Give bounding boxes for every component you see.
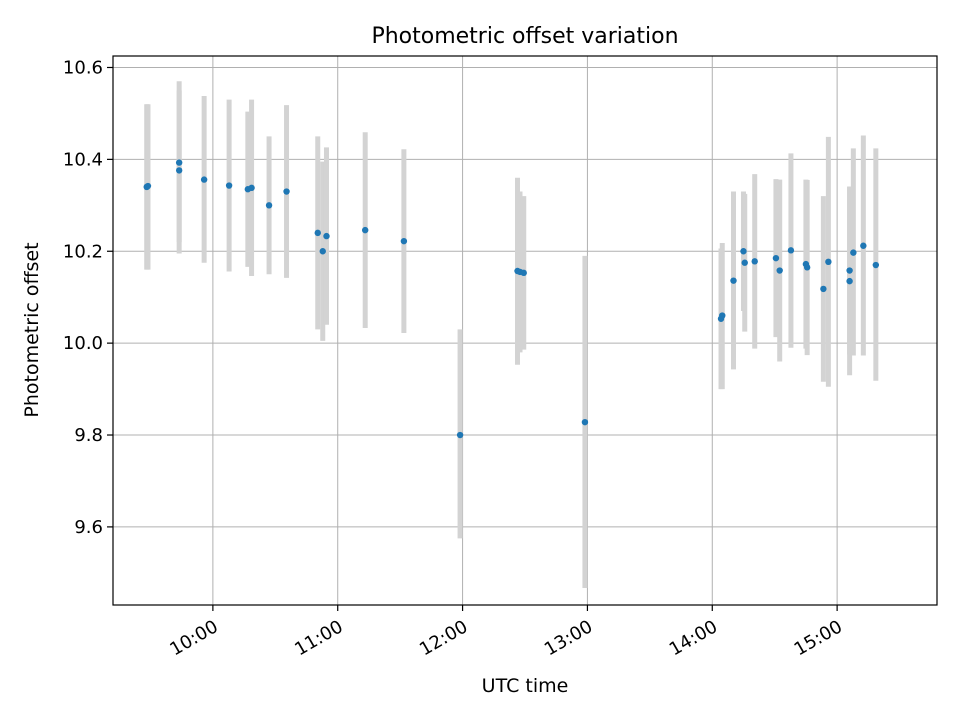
data-point bbox=[175, 167, 183, 174]
data-point bbox=[319, 248, 326, 255]
x-axis-label: UTC time bbox=[482, 675, 569, 697]
y-tick-label: 10.6 bbox=[63, 57, 103, 78]
data-point bbox=[248, 184, 255, 192]
data-point bbox=[520, 269, 527, 277]
y-tick-label: 9.6 bbox=[74, 517, 103, 538]
data-point bbox=[175, 159, 183, 166]
data-point bbox=[860, 242, 867, 249]
axes-frame bbox=[112, 55, 938, 606]
data-point bbox=[846, 267, 853, 274]
data-point bbox=[361, 226, 369, 234]
y-tick-label: 10.0 bbox=[63, 333, 103, 354]
data-point bbox=[787, 247, 795, 254]
data-point bbox=[581, 418, 589, 426]
data-point bbox=[772, 254, 780, 262]
y-tick-label: 10.2 bbox=[63, 241, 103, 262]
data-point bbox=[314, 229, 321, 237]
data-point bbox=[456, 431, 464, 439]
data-point bbox=[144, 182, 152, 190]
data-point bbox=[820, 285, 827, 293]
data-point bbox=[225, 182, 233, 189]
y-tick-label: 9.8 bbox=[74, 425, 103, 446]
data-point bbox=[872, 261, 880, 269]
data-point bbox=[400, 237, 408, 245]
data-point bbox=[850, 249, 857, 256]
data-point bbox=[751, 258, 758, 265]
chart-title: Photometric offset variation bbox=[371, 24, 678, 49]
data-point bbox=[741, 259, 748, 266]
data-point bbox=[719, 312, 726, 319]
data-point bbox=[323, 232, 330, 240]
data-point bbox=[740, 248, 747, 255]
data-point bbox=[776, 267, 783, 274]
y-tick-label: 10.4 bbox=[63, 149, 103, 170]
data-point bbox=[265, 202, 273, 209]
data-point bbox=[200, 176, 208, 183]
data-points bbox=[143, 159, 880, 439]
data-point bbox=[283, 188, 290, 195]
data-point bbox=[730, 277, 737, 284]
data-point bbox=[803, 264, 811, 271]
data-point bbox=[825, 258, 832, 266]
y-axis-label: Photometric offset bbox=[21, 242, 43, 417]
data-point bbox=[846, 277, 853, 285]
